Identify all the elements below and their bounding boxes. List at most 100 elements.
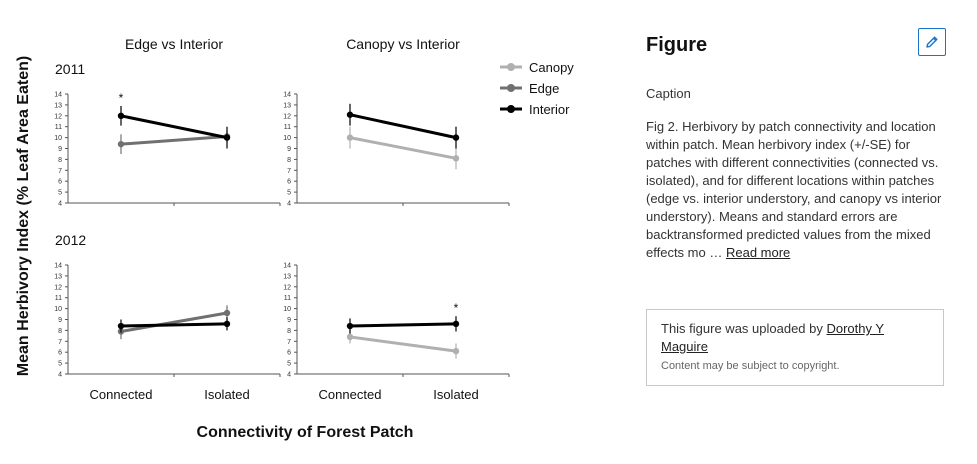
x-tick-label: Connected	[319, 387, 382, 402]
pencil-icon	[926, 36, 938, 48]
y-tick-label: 9	[287, 317, 291, 324]
caption-text: Fig 2. Herbivory by patch connectivity a…	[646, 118, 946, 262]
y-tick-label: 12	[54, 113, 62, 120]
data-point	[346, 322, 354, 330]
y-tick-label: 4	[287, 201, 291, 208]
read-more-link[interactable]: Read more	[725, 245, 791, 260]
y-tick-label: 7	[287, 168, 291, 175]
y-tick-label: 8	[287, 157, 291, 164]
y-tick-label: 7	[287, 339, 291, 346]
y-tick-label: 9	[287, 146, 291, 153]
data-point	[346, 111, 354, 118]
significance-star: *	[454, 301, 459, 315]
y-tick-label: 6	[287, 350, 291, 357]
figure-sidebar: Figure Caption Fig 2. Herbivory by patch…	[646, 0, 956, 464]
data-point	[346, 134, 354, 141]
x-tick-label: Isolated	[204, 387, 250, 402]
y-tick-label: 10	[283, 135, 291, 142]
y-tick-label: 11	[284, 124, 291, 131]
series-line	[349, 335, 457, 353]
y-tick-label: 13	[54, 273, 62, 280]
y-tick-label: 4	[58, 201, 62, 208]
data-point	[117, 140, 125, 148]
x-tick-label: Isolated	[433, 387, 479, 402]
y-tick-label: 14	[283, 263, 291, 270]
significance-star: *	[119, 91, 124, 105]
data-point	[452, 320, 460, 328]
y-tick-label: 13	[283, 102, 291, 109]
caption-body: Fig 2. Herbivory by patch connectivity a…	[646, 119, 942, 260]
y-tick-label: 4	[58, 372, 62, 379]
y-tick-label: 5	[287, 361, 291, 368]
series-line	[349, 113, 457, 140]
data-point	[223, 320, 231, 328]
y-tick-label: 10	[54, 306, 62, 313]
copyright-notice: Content may be subject to copyright.	[661, 360, 840, 372]
series-line	[120, 135, 228, 146]
data-point	[452, 155, 460, 162]
y-tick-label: 13	[54, 102, 62, 109]
legend-label: Edge	[529, 81, 559, 96]
y-tick-label: 9	[58, 146, 62, 153]
row-label: 2011	[55, 61, 85, 77]
panel-title: Canopy vs Interior	[346, 36, 460, 52]
y-tick-label: 13	[283, 273, 291, 280]
series-line	[120, 311, 228, 333]
series-line	[349, 136, 457, 160]
y-tick-label: 12	[54, 284, 62, 291]
y-tick-label: 10	[54, 135, 62, 142]
y-axis-title: Mean Herbivory Index (% Leaf Area Eaten)	[15, 56, 32, 376]
y-tick-label: 14	[283, 92, 291, 99]
data-point	[346, 333, 354, 341]
caption-ellipsis: …	[705, 245, 726, 260]
upload-line: This figure was uploaded by Dorothy Y Ma…	[661, 320, 929, 356]
y-tick-label: 6	[58, 179, 62, 186]
y-tick-label: 7	[58, 339, 62, 346]
y-tick-label: 4	[287, 372, 291, 379]
y-tick-label: 5	[287, 190, 291, 197]
data-point	[223, 309, 231, 317]
upload-prefix: This figure was uploaded by	[661, 321, 827, 336]
uploader-link[interactable]: Dorothy Y Maguire	[661, 321, 885, 354]
legend-label: Interior	[529, 102, 570, 117]
figure-chart: Mean Herbivory Index (% Leaf Area Eaten)…	[15, 36, 574, 441]
row-label: 2012	[55, 232, 86, 248]
legend-marker	[507, 105, 515, 113]
chart-canvas: Mean Herbivory Index (% Leaf Area Eaten)…	[15, 36, 574, 441]
data-point	[117, 322, 125, 330]
data-point	[117, 112, 125, 120]
data-point	[223, 134, 231, 141]
y-tick-label: 12	[283, 284, 291, 291]
data-point	[452, 134, 460, 141]
y-tick-label: 11	[284, 295, 291, 302]
y-tick-label: 8	[287, 328, 291, 335]
upload-info-box: This figure was uploaded by Dorothy Y Ma…	[646, 309, 944, 386]
y-tick-label: 11	[55, 295, 62, 302]
x-axis-title: Connectivity of Forest Patch	[197, 424, 414, 441]
y-tick-label: 6	[58, 350, 62, 357]
series-line	[120, 322, 228, 328]
y-tick-label: 8	[58, 157, 62, 164]
y-tick-label: 10	[283, 306, 291, 313]
y-tick-label: 14	[54, 263, 62, 270]
y-tick-label: 8	[58, 328, 62, 335]
y-tick-label: 6	[287, 179, 291, 186]
legend-marker	[507, 84, 515, 92]
series-line	[349, 322, 457, 328]
series-line	[120, 114, 228, 140]
data-point	[452, 347, 460, 355]
legend-marker	[507, 63, 515, 71]
y-tick-label: 5	[58, 190, 62, 197]
y-tick-label: 11	[55, 124, 62, 131]
y-tick-label: 7	[58, 168, 62, 175]
y-tick-label: 5	[58, 361, 62, 368]
y-tick-label: 12	[283, 113, 291, 120]
x-tick-label: Connected	[90, 387, 153, 402]
y-tick-label: 9	[58, 317, 62, 324]
legend-label: Canopy	[529, 60, 574, 75]
figure-title: Figure	[646, 34, 708, 56]
edit-button[interactable]	[918, 28, 946, 56]
y-tick-label: 14	[54, 92, 62, 99]
panel-title: Edge vs Interior	[125, 36, 223, 52]
caption-label: Caption	[646, 86, 691, 101]
